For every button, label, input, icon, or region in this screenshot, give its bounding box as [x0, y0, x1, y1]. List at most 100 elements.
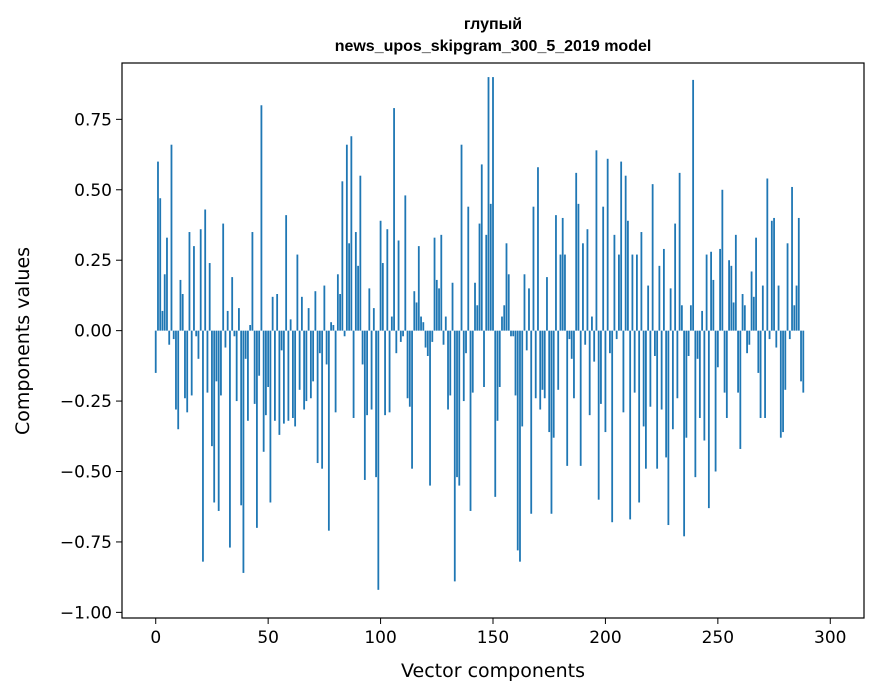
bar	[471, 330, 474, 393]
bar	[516, 330, 519, 551]
bar	[514, 330, 517, 396]
bar	[593, 330, 596, 362]
bar	[296, 254, 299, 331]
bar	[440, 234, 443, 331]
bar	[474, 282, 476, 331]
bar	[303, 330, 306, 410]
bar	[258, 330, 261, 376]
bar	[649, 330, 652, 407]
bar	[507, 274, 510, 331]
y-axis-label: Components values	[12, 247, 34, 435]
bar	[170, 144, 173, 331]
bar	[584, 330, 587, 345]
bar	[462, 330, 465, 402]
bar	[363, 330, 366, 480]
bar	[368, 288, 371, 331]
bar	[665, 330, 668, 458]
bar	[701, 310, 704, 331]
bar	[453, 330, 456, 582]
bar	[602, 206, 605, 331]
bar	[496, 330, 499, 421]
bar	[606, 158, 609, 331]
bar	[375, 330, 377, 478]
bar	[184, 330, 186, 399]
bar	[199, 229, 202, 331]
bar	[285, 215, 288, 331]
bar	[685, 330, 688, 438]
y-tick-label: −0.25	[60, 392, 112, 412]
bar	[366, 330, 368, 416]
bar	[393, 108, 395, 331]
bar	[557, 330, 560, 390]
bar	[611, 330, 614, 523]
bar	[640, 232, 643, 331]
bar	[595, 150, 598, 331]
bar	[300, 296, 303, 331]
bar	[800, 330, 802, 382]
bar	[586, 229, 589, 331]
bar	[265, 330, 267, 416]
bar	[728, 260, 730, 331]
bar	[157, 161, 159, 331]
bar	[215, 330, 218, 382]
bar	[687, 330, 690, 356]
bar	[379, 220, 382, 331]
bar	[791, 186, 793, 331]
bar	[660, 330, 663, 410]
bar	[521, 330, 524, 427]
bar	[530, 330, 533, 514]
bar	[345, 144, 348, 331]
x-tick-label: 50	[257, 628, 279, 648]
bar	[793, 305, 796, 331]
bar	[487, 77, 490, 331]
x-tick-label: 150	[477, 628, 509, 648]
bar	[489, 203, 492, 331]
bar	[291, 330, 294, 418]
bar	[247, 330, 249, 421]
bar	[262, 330, 265, 452]
bar	[447, 330, 449, 410]
bar	[166, 237, 168, 331]
bar	[456, 330, 458, 478]
bar	[696, 330, 699, 359]
y-tick-label: −0.75	[60, 533, 112, 553]
bar	[388, 330, 391, 413]
bar	[759, 330, 762, 418]
bar	[788, 330, 791, 340]
bar	[662, 248, 665, 331]
bar	[442, 330, 445, 345]
bar	[323, 285, 326, 331]
bar	[786, 243, 789, 331]
x-tick-label: 100	[364, 628, 396, 648]
bar	[651, 184, 654, 331]
bar	[202, 330, 204, 562]
bar	[278, 330, 281, 435]
bar	[746, 330, 748, 354]
bar	[211, 330, 213, 447]
bar	[725, 330, 728, 418]
bar	[274, 330, 276, 421]
bar	[458, 330, 461, 486]
bar	[743, 305, 746, 331]
bar	[642, 330, 645, 427]
bar	[244, 330, 247, 359]
bar	[766, 178, 769, 331]
chart-title-line-2: news_upos_skipgram_300_5_2019 model	[335, 38, 652, 55]
x-tick-label: 300	[814, 628, 846, 648]
bar	[577, 203, 580, 331]
bar	[177, 330, 180, 430]
bar	[597, 330, 600, 500]
bar	[341, 181, 344, 331]
bar	[220, 330, 222, 396]
bar	[694, 330, 697, 478]
bar	[636, 254, 638, 331]
bar	[609, 330, 611, 354]
bar	[386, 229, 389, 331]
bar	[420, 316, 422, 331]
bar	[512, 330, 515, 337]
bar	[703, 330, 706, 441]
bar	[321, 330, 324, 469]
bar	[757, 330, 760, 373]
bar	[676, 330, 679, 399]
bar	[653, 330, 656, 356]
